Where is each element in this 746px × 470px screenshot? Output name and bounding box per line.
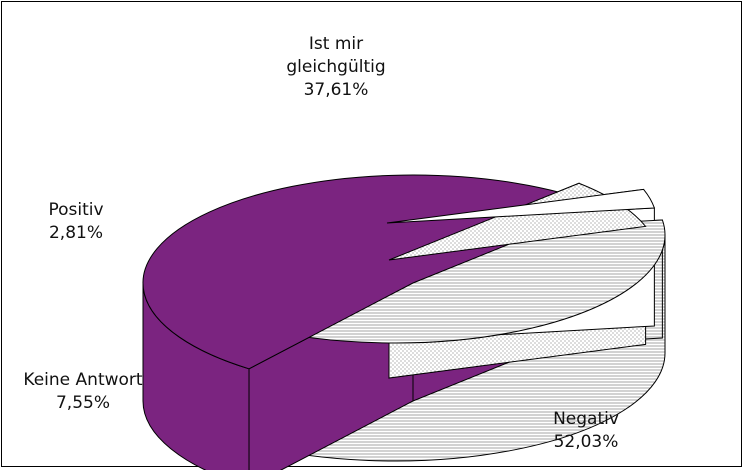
slice-label-negativ: Negativ 52,03% <box>553 409 619 452</box>
slice-label-gleichgueltig: Ist mir gleichgültig 37,61% <box>286 34 386 100</box>
pie-slice-positiv <box>386 188 656 224</box>
slice-label-keine-antwort: Keine Antwort 7,55% <box>23 370 143 413</box>
slice-label-positiv: Positiv 2,81% <box>48 200 104 243</box>
